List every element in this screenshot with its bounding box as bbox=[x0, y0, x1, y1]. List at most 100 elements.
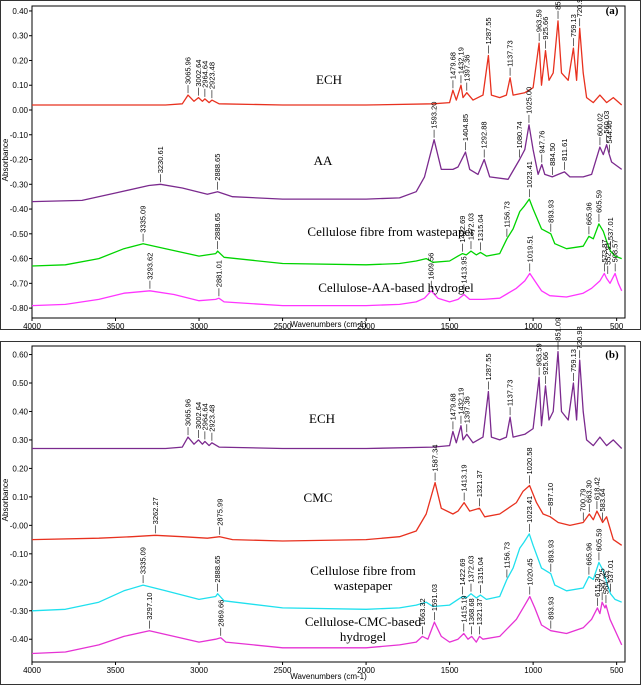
peak-label: 600.02 bbox=[595, 113, 604, 136]
peak-label: 1593.20 bbox=[430, 102, 439, 129]
peak-label: 925.66 bbox=[541, 17, 550, 40]
peak-label: 3335.09 bbox=[139, 206, 148, 233]
peak-label: 3230.61 bbox=[156, 146, 165, 173]
peak-label: 963.59 bbox=[535, 9, 544, 32]
peak-label: 618.42 bbox=[592, 477, 601, 500]
peak-label: 1372.03 bbox=[466, 213, 475, 240]
peak-label: 3335.09 bbox=[139, 547, 148, 574]
y-tick-label: 0.50 bbox=[12, 379, 28, 388]
peak-label: 1321.37 bbox=[475, 470, 484, 497]
x-tick-label: 1500 bbox=[441, 666, 459, 675]
peak-label: 1663.32 bbox=[418, 598, 427, 625]
peak-label: 1137.73 bbox=[506, 380, 515, 407]
y-tick-label: 0.60 bbox=[12, 351, 28, 360]
peak-label: 884.50 bbox=[548, 143, 557, 166]
peak-label: 552.91 bbox=[603, 242, 612, 265]
peak-label: 1479.68 bbox=[448, 52, 457, 79]
peak-label: 1023.41 bbox=[525, 496, 534, 523]
series-label: hydrogel bbox=[340, 629, 387, 644]
peak-label: 720.93 bbox=[575, 0, 584, 17]
x-tick-label: 3000 bbox=[190, 322, 208, 331]
x-tick-label: 2000 bbox=[357, 322, 375, 331]
peak-label: 1413.95 bbox=[459, 256, 468, 283]
series-line-cellulose-aa-based-hydrogel bbox=[31, 272, 623, 307]
y-tick-label: -0.20 bbox=[10, 156, 29, 165]
series-label: Cellulose-AA-based hydrogel bbox=[318, 280, 474, 295]
y-tick-label: 0.00 bbox=[12, 106, 28, 115]
y-tick-label: 0.10 bbox=[12, 493, 28, 502]
x-axis-title: Wavenumbers (cm-1) bbox=[290, 672, 367, 681]
peak-label: 3065.96 bbox=[184, 57, 193, 84]
x-tick-label: 2500 bbox=[274, 322, 292, 331]
peak-label: 2888.65 bbox=[213, 213, 222, 240]
x-tick-label: 500 bbox=[610, 322, 624, 331]
peak-label: 720.93 bbox=[575, 326, 584, 349]
peak-label: 587.25 bbox=[598, 568, 607, 591]
y-tick-label: -0.70 bbox=[10, 279, 29, 288]
x-tick-label: 3500 bbox=[107, 322, 125, 331]
peak-label: 1415.19 bbox=[459, 595, 468, 622]
peak-label: 544.40 bbox=[605, 121, 614, 144]
peak-label: 1397.36 bbox=[462, 396, 471, 423]
peak-label: 3297.10 bbox=[145, 593, 154, 620]
x-tick-label: 1000 bbox=[524, 666, 542, 675]
peak-label: 1587.34 bbox=[431, 445, 440, 472]
series-line-cellulose-cmc-based-hydrogel bbox=[31, 595, 623, 655]
peak-label: 3002.64 bbox=[194, 59, 203, 86]
series-label: CMC bbox=[304, 490, 333, 505]
peak-label: 3002.64 bbox=[194, 402, 203, 429]
peak-label: 1432.19 bbox=[456, 388, 465, 415]
peak-label: 1432.19 bbox=[456, 47, 465, 74]
x-axis-title: Wavenumbers (cm-1) bbox=[290, 320, 367, 329]
panel-frame bbox=[0, 0, 641, 330]
series-line-aa bbox=[31, 124, 623, 203]
y-tick-label: 0.40 bbox=[12, 407, 28, 416]
peak-label: 665.96 bbox=[584, 543, 593, 566]
x-tick-label: 1000 bbox=[524, 322, 542, 331]
y-axis-title: Absorbance bbox=[1, 138, 10, 181]
peak-label: 1368.68 bbox=[467, 598, 476, 625]
x-tick-label: 2500 bbox=[274, 666, 292, 675]
y-tick-label: 0.40 bbox=[12, 7, 28, 16]
peak-label: 893.93 bbox=[546, 540, 555, 563]
series-label: Cellulose-CMC-based bbox=[305, 614, 422, 629]
peak-label: 897.10 bbox=[546, 483, 555, 506]
peak-label: 1025.00 bbox=[524, 87, 533, 114]
series-line-cellulose-fibre-from-wastepaper bbox=[31, 533, 622, 612]
peak-label: 663.30 bbox=[585, 480, 594, 503]
peak-label: 700.79 bbox=[579, 489, 588, 512]
series-label: Cellulose fibre from wastepaper bbox=[307, 224, 475, 239]
peak-label: 3262.27 bbox=[151, 497, 160, 524]
series-label: AA bbox=[314, 153, 333, 168]
y-tick-label: 0.20 bbox=[12, 56, 28, 65]
peak-label: 1020.45 bbox=[525, 558, 534, 585]
x-tick-label: 4000 bbox=[23, 666, 41, 675]
series-label: Cellulose fibre from bbox=[310, 563, 415, 578]
peak-label: 1292.88 bbox=[480, 121, 489, 148]
peak-label: 2923.48 bbox=[207, 405, 216, 432]
peak-label: 1156.73 bbox=[502, 542, 511, 569]
peak-label: 811.61 bbox=[560, 139, 569, 161]
peak-label: 1422.69 bbox=[458, 558, 467, 585]
peak-label: 1422.69 bbox=[458, 215, 467, 242]
peak-label: 1287.55 bbox=[484, 17, 493, 44]
series-label: wastepaper bbox=[334, 578, 393, 593]
peak-label: 1080.74 bbox=[515, 121, 524, 148]
peak-label: 1479.68 bbox=[448, 393, 457, 420]
y-tick-label: 0.10 bbox=[12, 81, 28, 90]
peak-label: 605.59 bbox=[594, 528, 603, 551]
peak-label: 3065.96 bbox=[184, 399, 193, 426]
peak-label: 1397.36 bbox=[462, 55, 471, 82]
x-tick-label: 2000 bbox=[357, 666, 375, 675]
peak-label: 1156.73 bbox=[502, 201, 511, 228]
peak-label: 3293.62 bbox=[145, 253, 154, 280]
peak-label: 1023.41 bbox=[525, 161, 534, 188]
y-tick-label: -0.20 bbox=[10, 578, 29, 587]
peak-label: 1287.55 bbox=[484, 353, 493, 380]
peak-label: 615.30 bbox=[593, 574, 602, 597]
peak-label: 2869.66 bbox=[216, 600, 225, 627]
y-tick-label: -0.80 bbox=[10, 304, 29, 313]
peak-label: 560.03 bbox=[602, 111, 611, 134]
